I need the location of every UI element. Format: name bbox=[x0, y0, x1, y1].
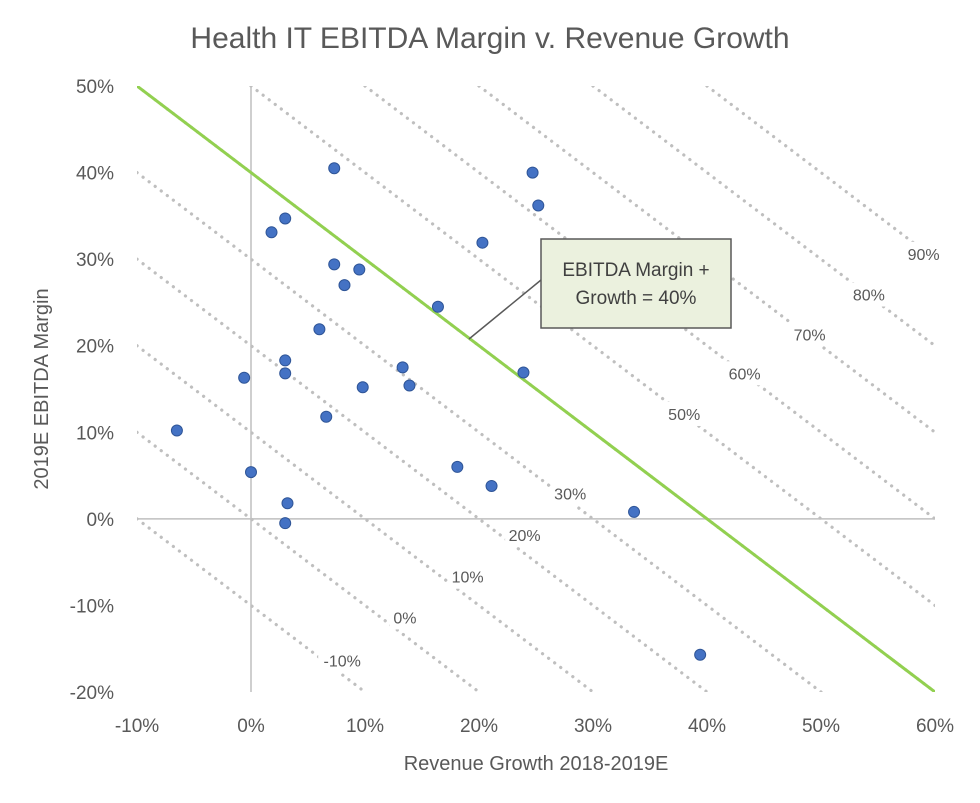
iso-line bbox=[137, 430, 481, 692]
x-tick-label: 30% bbox=[574, 716, 612, 737]
data-point bbox=[238, 371, 251, 384]
callout-box bbox=[540, 238, 732, 329]
iso-label: 20% bbox=[509, 528, 541, 545]
data-point bbox=[396, 361, 409, 374]
x-axis-label: Revenue Growth 2018-2019E bbox=[404, 753, 669, 775]
iso-label-bg bbox=[505, 523, 545, 548]
callout-text: Growth = 40% bbox=[576, 288, 697, 309]
data-point bbox=[356, 381, 369, 394]
iso-label-bg bbox=[550, 481, 590, 506]
iso-label: -10% bbox=[324, 654, 361, 671]
data-point bbox=[320, 410, 333, 423]
y-tick-label: -10% bbox=[70, 596, 114, 617]
data-point bbox=[526, 166, 539, 179]
data-point bbox=[245, 466, 257, 479]
data-point bbox=[281, 497, 294, 510]
rule-line-group bbox=[137, 86, 935, 692]
data-point bbox=[170, 424, 183, 437]
data-point bbox=[279, 517, 292, 530]
callout: EBITDA Margin + Growth = 40% bbox=[468, 238, 732, 340]
iso-label: 80% bbox=[853, 288, 885, 305]
data-point bbox=[517, 366, 530, 379]
data-point bbox=[532, 199, 545, 212]
data-point bbox=[265, 226, 278, 239]
x-tick-label: 20% bbox=[460, 716, 498, 737]
iso-line bbox=[249, 86, 935, 608]
data-point bbox=[279, 367, 292, 380]
iso-label-bg bbox=[664, 401, 704, 426]
x-tick-label: 50% bbox=[802, 716, 840, 737]
data-point bbox=[628, 505, 641, 518]
y-tick-label: 20% bbox=[76, 337, 114, 358]
iso-label-bg bbox=[790, 322, 830, 347]
x-tick-label: 0% bbox=[237, 716, 265, 737]
data-point bbox=[338, 279, 351, 292]
iso-label: 60% bbox=[729, 366, 761, 383]
y-tick-label: -20% bbox=[70, 683, 114, 704]
chart-title: Health IT EBITDA Margin v. Revenue Growt… bbox=[190, 22, 789, 55]
y-tick-label: 30% bbox=[76, 250, 114, 271]
data-point bbox=[485, 479, 498, 492]
iso-label-bg bbox=[318, 648, 367, 673]
data-point bbox=[476, 236, 489, 249]
iso-label-bg bbox=[725, 361, 765, 386]
tick-label-group: -10% 0% 10% 20% 30% 40% 50% 60%-20%-10%0%10%20%… bbox=[70, 77, 954, 737]
y-tick-label: 40% bbox=[76, 164, 114, 185]
iso-label-group: -10% 0% 10% 20% 30% 50% 60% 70% 80% 90% bbox=[318, 241, 944, 673]
point-group bbox=[170, 162, 707, 661]
data-point bbox=[431, 300, 444, 313]
iso-label: 70% bbox=[794, 327, 826, 344]
x-tick-label: 40% bbox=[688, 716, 726, 737]
data-point bbox=[328, 258, 341, 271]
data-point bbox=[328, 162, 341, 175]
iso-label-bg bbox=[448, 564, 488, 589]
x-tick-label: -10% bbox=[115, 716, 159, 737]
callout-text: EBITDA Margin + bbox=[562, 260, 709, 281]
x-tick-label: 10% bbox=[346, 716, 384, 737]
iso-label-bg bbox=[904, 241, 944, 266]
iso-line bbox=[137, 257, 709, 692]
rule-line bbox=[137, 86, 935, 692]
y-tick-label: 0% bbox=[87, 510, 115, 531]
y-axis-label: 2019E EBITDA Margin bbox=[31, 288, 53, 489]
data-point bbox=[279, 354, 292, 367]
callout-leader bbox=[468, 279, 542, 340]
data-point bbox=[694, 648, 707, 661]
axes bbox=[137, 86, 935, 692]
iso-line bbox=[705, 86, 935, 261]
iso-label-bg bbox=[849, 282, 889, 307]
iso-label-bg bbox=[389, 605, 420, 630]
iso-label: 10% bbox=[452, 570, 484, 587]
iso-label: 30% bbox=[554, 487, 586, 504]
data-point bbox=[451, 460, 464, 473]
data-point bbox=[313, 323, 326, 336]
iso-label: 0% bbox=[393, 610, 416, 627]
iso-label: 90% bbox=[908, 247, 940, 264]
data-point bbox=[403, 379, 416, 392]
data-point bbox=[279, 212, 292, 225]
y-tick-label: 10% bbox=[76, 423, 114, 444]
data-point bbox=[353, 263, 366, 276]
iso-label: 50% bbox=[668, 407, 700, 424]
x-tick-label: 60% bbox=[916, 716, 954, 737]
y-tick-label: 50% bbox=[76, 77, 114, 98]
